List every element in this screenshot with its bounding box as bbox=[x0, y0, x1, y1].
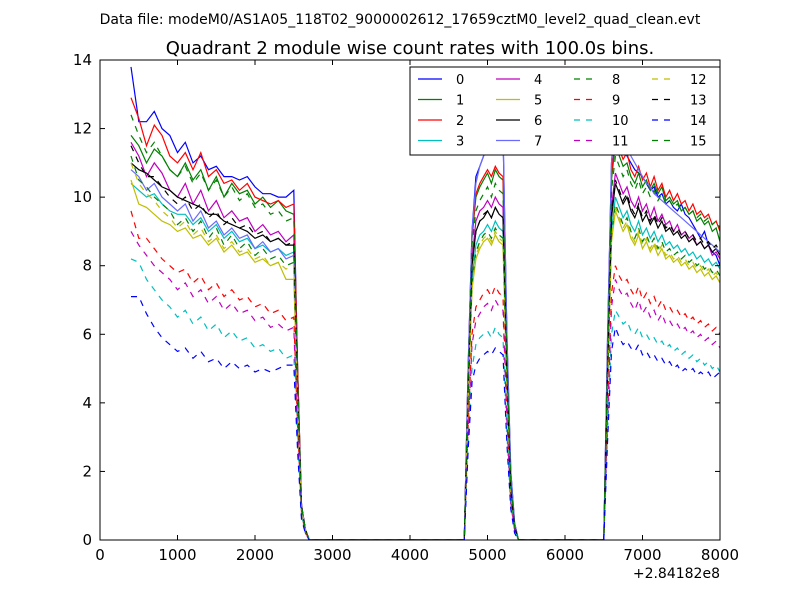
x-tick-label: 6000 bbox=[546, 546, 584, 564]
legend-label-9: 9 bbox=[612, 94, 620, 109]
chart-title: Quadrant 2 module wise count rates with … bbox=[166, 38, 655, 59]
x-tick-label: 1000 bbox=[158, 546, 196, 564]
series-line-8 bbox=[130, 155, 720, 540]
series-line-11 bbox=[130, 231, 720, 540]
legend-label-10: 10 bbox=[612, 114, 629, 129]
legend-label-2: 2 bbox=[456, 114, 464, 129]
legend-label-0: 0 bbox=[456, 73, 464, 88]
x-tick-label: 2000 bbox=[236, 546, 274, 564]
x-axis-offset-label: +2.84182e8 bbox=[633, 566, 720, 582]
x-tick-label: 7000 bbox=[623, 546, 661, 564]
series-line-5 bbox=[130, 179, 720, 540]
legend-label-11: 11 bbox=[612, 135, 629, 150]
series-layer bbox=[130, 66, 720, 540]
series-line-6 bbox=[130, 162, 720, 540]
series-line-4 bbox=[130, 142, 720, 540]
legend-label-14: 14 bbox=[690, 114, 707, 129]
series-line-3 bbox=[130, 182, 720, 540]
y-tick-label: 12 bbox=[73, 120, 92, 138]
legend-label-6: 6 bbox=[534, 114, 542, 129]
x-tick-label: 5000 bbox=[468, 546, 506, 564]
legend-label-13: 13 bbox=[690, 94, 707, 109]
series-line-9 bbox=[130, 210, 720, 540]
legend-label-12: 12 bbox=[690, 73, 707, 88]
legend-label-5: 5 bbox=[534, 94, 542, 109]
legend-label-8: 8 bbox=[612, 73, 620, 88]
series-line-1 bbox=[130, 135, 720, 540]
series-line-13 bbox=[130, 145, 720, 540]
y-tick-label: 8 bbox=[82, 257, 92, 275]
legend-label-4: 4 bbox=[534, 73, 542, 88]
x-tick-label: 4000 bbox=[391, 546, 429, 564]
x-tick-label: 3000 bbox=[313, 546, 351, 564]
x-tick-label: 8000 bbox=[701, 546, 739, 564]
legend-label-3: 3 bbox=[456, 135, 464, 150]
y-tick-label: 6 bbox=[82, 325, 92, 343]
chart-suptitle: Data file: modeM0/AS1A05_118T02_90000026… bbox=[100, 12, 701, 28]
x-tick-label: 0 bbox=[95, 546, 105, 564]
legend-label-7: 7 bbox=[534, 135, 542, 150]
series-line-12 bbox=[130, 162, 720, 540]
series-line-15 bbox=[130, 114, 720, 540]
y-tick-label: 2 bbox=[82, 462, 92, 480]
axis-ticks: 0 1000 2000 3000 4000 5000 6000 7000 80000246810… bbox=[73, 51, 739, 564]
y-tick-label: 10 bbox=[73, 188, 92, 206]
y-tick-label: 14 bbox=[73, 51, 92, 69]
legend-label-1: 1 bbox=[456, 94, 464, 109]
series-line-10 bbox=[130, 258, 720, 540]
series-line-14 bbox=[131, 296, 720, 540]
y-tick-label: 4 bbox=[82, 394, 92, 412]
y-tick-label: 0 bbox=[82, 531, 92, 549]
series-line-2 bbox=[130, 97, 720, 540]
legend-label-15: 15 bbox=[690, 135, 707, 150]
